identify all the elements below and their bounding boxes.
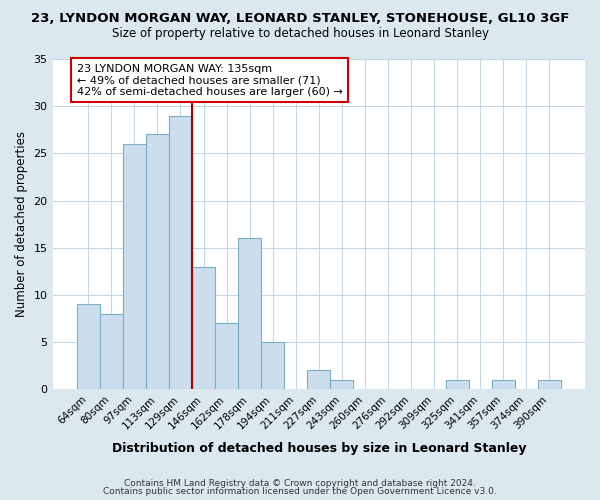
Bar — [77, 304, 100, 389]
Bar — [100, 314, 123, 389]
Text: Size of property relative to detached houses in Leonard Stanley: Size of property relative to detached ho… — [112, 28, 488, 40]
Bar — [169, 116, 192, 389]
Bar — [538, 380, 561, 389]
Bar — [192, 266, 215, 389]
Bar — [491, 380, 515, 389]
Text: Contains public sector information licensed under the Open Government Licence v3: Contains public sector information licen… — [103, 487, 497, 496]
Bar — [446, 380, 469, 389]
Bar — [123, 144, 146, 389]
X-axis label: Distribution of detached houses by size in Leonard Stanley: Distribution of detached houses by size … — [112, 442, 526, 455]
Text: Contains HM Land Registry data © Crown copyright and database right 2024.: Contains HM Land Registry data © Crown c… — [124, 478, 476, 488]
Bar — [307, 370, 330, 389]
Bar — [238, 238, 261, 389]
Y-axis label: Number of detached properties: Number of detached properties — [15, 131, 28, 317]
Text: 23 LYNDON MORGAN WAY: 135sqm
← 49% of detached houses are smaller (71)
42% of se: 23 LYNDON MORGAN WAY: 135sqm ← 49% of de… — [77, 64, 343, 97]
Bar — [261, 342, 284, 389]
Bar — [215, 323, 238, 389]
Bar — [146, 134, 169, 389]
Text: 23, LYNDON MORGAN WAY, LEONARD STANLEY, STONEHOUSE, GL10 3GF: 23, LYNDON MORGAN WAY, LEONARD STANLEY, … — [31, 12, 569, 26]
Bar — [330, 380, 353, 389]
